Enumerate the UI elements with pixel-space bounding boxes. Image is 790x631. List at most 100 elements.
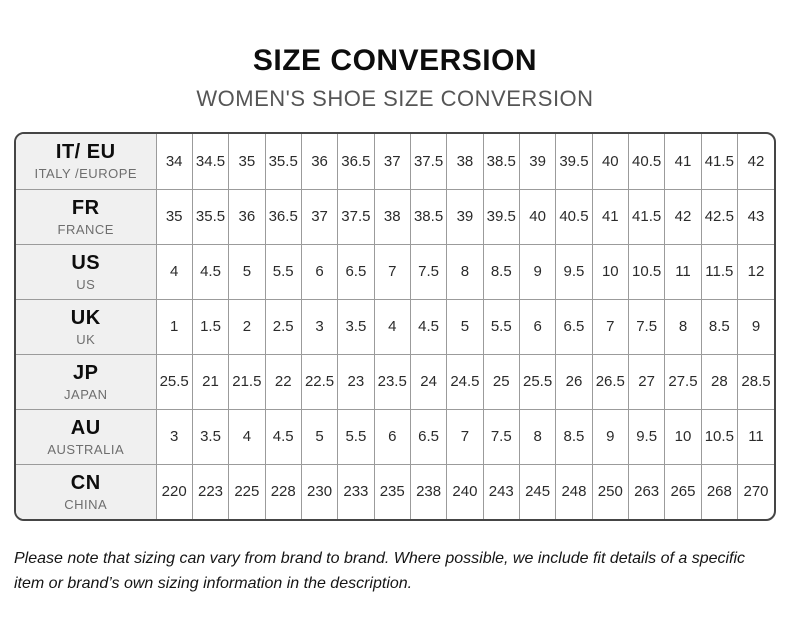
size-cell: 34 [156, 134, 193, 190]
size-cell: 24 [410, 354, 448, 410]
size-cell: 36.5 [337, 134, 375, 190]
size-cell: 3.5 [192, 409, 230, 465]
table-row: US US 4 4.5 5 5.5 6 6.5 7 7.5 8 8.5 9 9.5 10 10.5 11 11.5… [16, 244, 774, 300]
size-cell: 268 [701, 464, 739, 519]
size-cell: 10.5 [701, 409, 739, 465]
size-cell: 228 [265, 464, 302, 519]
size-cell: 34.5 [192, 134, 230, 190]
size-cell: 5 [228, 244, 266, 300]
size-cell: 8.5 [701, 299, 739, 355]
size-cell: 6.5 [337, 244, 375, 300]
table-row: IT/ EU ITALY /EUROPE 34 34.5 35 35.5 36 36.5 37 3… [16, 134, 774, 190]
size-cell: 2 [228, 299, 266, 355]
region-name: JAPAN [64, 386, 108, 402]
size-cell: 22 [265, 354, 302, 410]
size-cell: 24.5 [446, 354, 484, 410]
row-header: US US [16, 244, 157, 300]
size-cell: 11 [664, 244, 702, 300]
size-cell: 8 [664, 299, 702, 355]
size-cell: 6 [374, 409, 411, 465]
size-cell: 230 [301, 464, 339, 519]
size-cell: 40 [519, 189, 557, 245]
size-cell: 38 [446, 134, 484, 190]
size-cell: 27.5 [664, 354, 702, 410]
size-cell: 37 [301, 189, 339, 245]
size-cell: 41 [664, 134, 702, 190]
size-table-body: IT/ EU ITALY /EUROPE 34 34.5 35 35.5 36 36.5 37 3… [16, 134, 774, 519]
size-cell: 10 [592, 244, 629, 300]
size-cell: 235 [374, 464, 411, 519]
size-cell: 26 [555, 354, 593, 410]
size-cell: 6 [519, 299, 557, 355]
size-cell: 4 [374, 299, 411, 355]
size-cell: 8 [519, 409, 557, 465]
sizing-disclaimer: Please note that sizing can vary from br… [14, 550, 746, 592]
size-cell: 5.5 [483, 299, 520, 355]
size-cell: 27 [628, 354, 666, 410]
size-cell: 39.5 [483, 189, 520, 245]
page-header: SIZE CONVERSION WOMEN'S SHOE SIZE CONVER… [0, 44, 790, 112]
size-cell: 4.5 [265, 409, 302, 465]
size-cell: 7.5 [410, 244, 448, 300]
size-cell: 36 [228, 189, 266, 245]
size-cell: 36.5 [265, 189, 302, 245]
size-cell: 39 [446, 189, 484, 245]
size-cell: 4 [228, 409, 266, 465]
size-cell: 4 [156, 244, 193, 300]
size-cell: 35 [156, 189, 193, 245]
size-cell: 40 [592, 134, 629, 190]
size-cell: 225 [228, 464, 266, 519]
size-cell: 38.5 [410, 189, 448, 245]
size-cell: 4.5 [192, 244, 230, 300]
size-cell: 23 [337, 354, 375, 410]
page-title: SIZE CONVERSION [252, 44, 538, 77]
page-subtitle: WOMEN'S SHOE SIZE CONVERSION [196, 86, 594, 111]
size-cell: 25 [483, 354, 520, 410]
row-header: FR FRANCE [16, 189, 157, 245]
size-cell: 41.5 [628, 189, 666, 245]
row-header: UK UK [16, 299, 157, 355]
size-cell: 1.5 [192, 299, 230, 355]
size-cell: 240 [446, 464, 484, 519]
size-cell: 9 [737, 299, 774, 355]
size-cell: 35 [228, 134, 266, 190]
size-cell: 36 [301, 134, 339, 190]
size-cell: 7.5 [483, 409, 520, 465]
size-cell: 2.5 [265, 299, 302, 355]
size-conversion-table-container: IT/ EU ITALY /EUROPE 34 34.5 35 35.5 36 36.5 37 3… [14, 132, 776, 521]
size-cell: 42 [664, 189, 702, 245]
size-cell: 5 [446, 299, 484, 355]
size-cell: 245 [519, 464, 557, 519]
size-cell: 21.5 [228, 354, 266, 410]
table-row: AU AUSTRALIA 3 3.5 4 4.5 5 5.5 6 6.5 7 7.5 8 8.5 9 9.5 1… [16, 409, 774, 465]
size-cell: 9 [592, 409, 629, 465]
size-cell: 7 [374, 244, 411, 300]
size-cell: 11.5 [701, 244, 739, 300]
size-cell: 263 [628, 464, 666, 519]
size-cell: 10.5 [628, 244, 666, 300]
size-cell: 42.5 [701, 189, 739, 245]
size-cell: 7.5 [628, 299, 666, 355]
region-name: CHINA [64, 496, 108, 512]
size-cell: 1 [156, 299, 193, 355]
size-cell: 6.5 [410, 409, 448, 465]
size-cell: 6 [301, 244, 339, 300]
size-cell: 28.5 [737, 354, 774, 410]
size-cell: 39 [519, 134, 557, 190]
row-header: CN CHINA [16, 464, 157, 519]
size-cell: 9.5 [628, 409, 666, 465]
size-cell: 43 [737, 189, 774, 245]
region-name: UK [76, 331, 96, 347]
region-name: US [76, 276, 96, 292]
size-cell: 265 [664, 464, 702, 519]
size-cell: 220 [156, 464, 193, 519]
size-cell: 9 [519, 244, 557, 300]
region-name: FRANCE [57, 221, 114, 237]
size-cell: 3 [156, 409, 193, 465]
size-conversion-table: IT/ EU ITALY /EUROPE 34 34.5 35 35.5 36 36.5 37 3… [16, 134, 774, 519]
region-code: JP [73, 361, 99, 384]
region-code: FR [71, 196, 100, 219]
size-cell: 37.5 [410, 134, 448, 190]
size-cell: 38 [374, 189, 411, 245]
size-cell: 39.5 [555, 134, 593, 190]
